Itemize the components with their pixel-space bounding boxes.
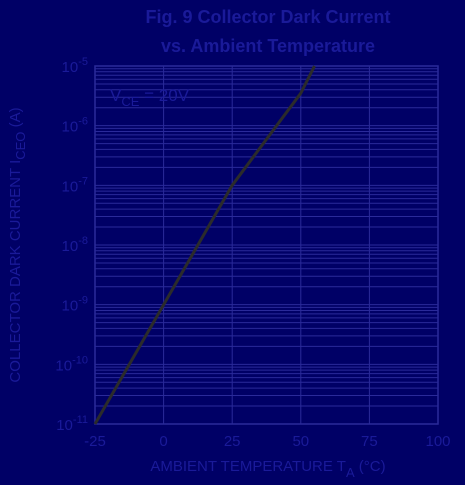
y-tick-base: 10 bbox=[56, 417, 73, 434]
y-tick-label: 10-7 bbox=[62, 175, 88, 195]
x-tick-label: 50 bbox=[292, 433, 309, 450]
vce-annotation: VCE = 20V bbox=[110, 86, 190, 109]
vce-annotation-value: = 20V bbox=[139, 86, 189, 105]
y-axis-label-unit: (A) bbox=[7, 107, 24, 131]
y-axis-label-main: COLLECTOR DARK CURRENT I bbox=[7, 160, 24, 383]
grid bbox=[94, 66, 439, 425]
y-tick-base: 10 bbox=[62, 178, 79, 195]
y-tick-base: 10 bbox=[55, 357, 72, 374]
plot-frame bbox=[94, 65, 439, 425]
y-tick-exponent: -6 bbox=[78, 116, 88, 128]
x-tick-label: -25 bbox=[84, 433, 106, 450]
y-tick-base: 10 bbox=[62, 119, 79, 136]
x-axis-label-sub: A bbox=[346, 465, 355, 480]
y-tick-base: 10 bbox=[62, 59, 79, 76]
y-tick-exponent: -11 bbox=[73, 414, 88, 426]
x-axis-label-unit: (°C) bbox=[355, 458, 386, 475]
y-tick-label: 10-10 bbox=[55, 354, 88, 374]
y-tick-exponent: -8 bbox=[78, 235, 88, 247]
y-tick-label: 10-5 bbox=[62, 56, 88, 76]
y-tick-label: 10-11 bbox=[56, 414, 88, 434]
chart-title-line2: vs. Ambient Temperature bbox=[161, 36, 375, 56]
x-tick-label: 25 bbox=[224, 433, 241, 450]
chart-title-line1: Fig. 9 Collector Dark Current bbox=[145, 7, 390, 27]
x-tick-label: 75 bbox=[361, 433, 378, 450]
y-tick-exponent: -10 bbox=[72, 354, 88, 366]
x-tick-labels: -25 0 25 50 75 100 bbox=[84, 433, 450, 450]
y-tick-label: 10-9 bbox=[62, 295, 88, 315]
y-tick-label: 10-6 bbox=[62, 116, 88, 136]
x-tick-label: 0 bbox=[159, 433, 167, 450]
x-axis-label-main: AMBIENT TEMPERATURE T bbox=[150, 458, 346, 475]
vce-annotation-main: V bbox=[110, 86, 122, 105]
y-tick-exponent: -7 bbox=[78, 175, 88, 187]
y-tick-exponent: -5 bbox=[78, 56, 88, 68]
y-tick-base: 10 bbox=[62, 298, 79, 315]
y-tick-exponent: -9 bbox=[78, 295, 88, 307]
y-axis-label-sub: CEO bbox=[13, 132, 28, 160]
x-tick-label: 100 bbox=[425, 433, 450, 450]
y-tick-label: 10-8 bbox=[62, 235, 88, 255]
vce-annotation-sub: CE bbox=[121, 94, 139, 109]
x-axis-label: AMBIENT TEMPERATURE TA (°C) bbox=[150, 458, 385, 480]
y-tick-base: 10 bbox=[62, 238, 79, 255]
series-line bbox=[93, 65, 316, 425]
y-axis-label: COLLECTOR DARK CURRENT ICEO (A) bbox=[7, 107, 28, 382]
